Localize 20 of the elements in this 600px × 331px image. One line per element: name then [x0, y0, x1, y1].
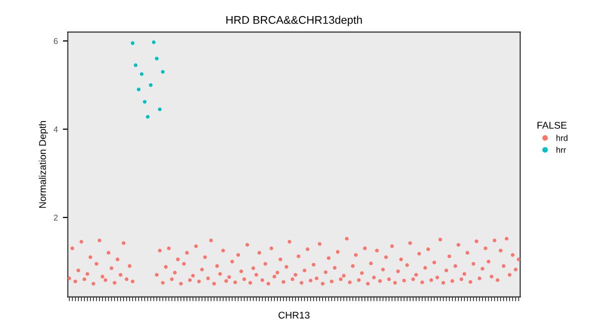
point — [140, 72, 144, 76]
legend-label: hrd — [556, 134, 568, 141]
point — [152, 40, 156, 44]
point — [130, 41, 134, 45]
x-axis-title: CHR13 — [278, 312, 310, 319]
point — [134, 63, 138, 68]
point — [148, 83, 153, 87]
y-tick-label: 6 — [54, 38, 58, 44]
point — [154, 56, 159, 60]
point — [142, 100, 147, 104]
chart-title: HRD BRCA&&CHR13depth — [226, 16, 362, 26]
y-axis-title: Normalization Depth — [38, 121, 48, 208]
point — [160, 70, 165, 74]
legend-label: hrr — [556, 146, 566, 153]
point — [146, 115, 150, 119]
y-tick-label: 4 — [54, 126, 58, 132]
y-tick-label: 2 — [54, 214, 58, 220]
legend-title: FALSE — [538, 122, 567, 129]
point — [136, 88, 141, 92]
point — [158, 108, 162, 112]
